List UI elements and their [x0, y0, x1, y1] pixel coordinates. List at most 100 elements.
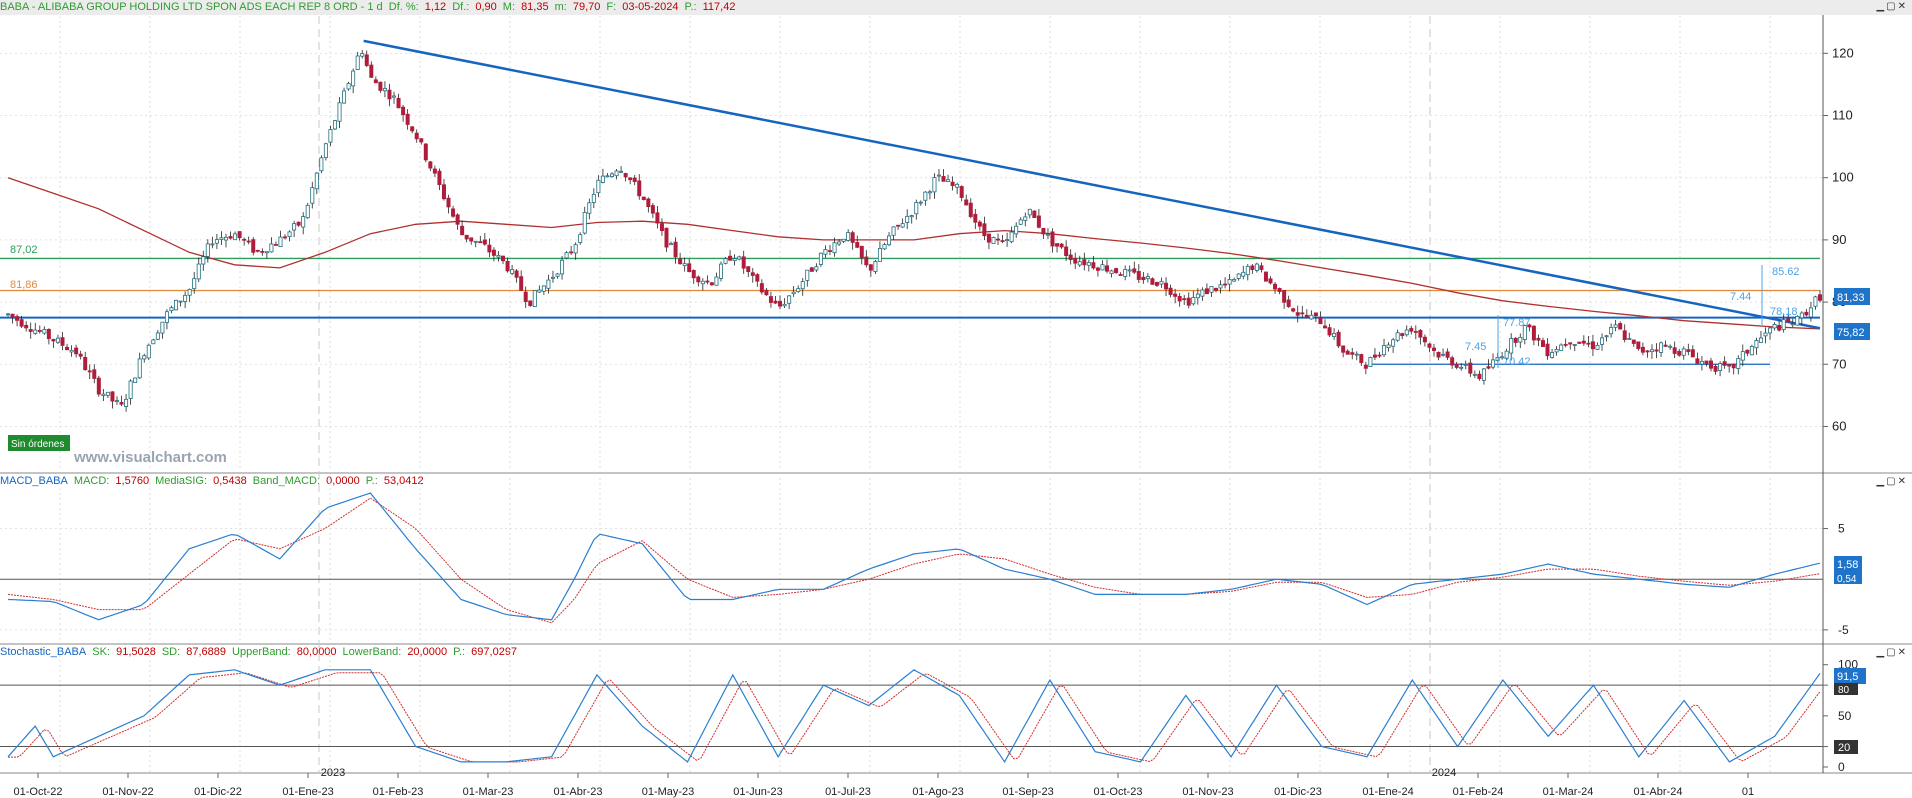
candle-body — [1736, 358, 1741, 369]
candle-body — [1277, 288, 1282, 292]
x-tick-label: 01-Ene-23 — [282, 786, 333, 798]
candle-body — [1718, 363, 1723, 371]
y-tick-label: 60 — [1832, 418, 1846, 433]
close-icon[interactable]: ✕ — [1897, 476, 1908, 487]
main-header-item-value: 03-05-2024 — [622, 1, 679, 13]
candle-body — [687, 263, 692, 272]
candle-body — [755, 274, 760, 282]
candle-body — [1613, 324, 1618, 328]
main-window-controls[interactable]: ▁▢✕ — [1876, 1, 1908, 12]
moving-average-line — [7, 177, 1821, 330]
candle-body — [1491, 359, 1496, 368]
close-icon[interactable]: ✕ — [1897, 647, 1908, 658]
candle-body — [573, 244, 578, 254]
restore-icon[interactable]: ▢ — [1886, 1, 1898, 12]
minimize-icon[interactable]: ▁ — [1876, 1, 1887, 12]
last-price-tag-bg — [1834, 288, 1870, 305]
candle-body — [832, 242, 837, 254]
candle-body — [1527, 324, 1532, 328]
candle-body — [523, 291, 528, 303]
candle-body — [1300, 312, 1305, 315]
candle-body — [137, 358, 142, 379]
candle-body — [659, 223, 664, 232]
candle-body — [555, 273, 560, 277]
minimize-icon[interactable]: ▁ — [1876, 647, 1887, 658]
candle-body — [1400, 333, 1405, 336]
candle-body — [682, 263, 687, 267]
candle-body — [283, 236, 288, 239]
restore-icon[interactable]: ▢ — [1886, 647, 1898, 658]
candle-body — [305, 204, 310, 219]
candle-body — [110, 391, 115, 402]
candle-body — [1513, 337, 1518, 343]
candle-body — [1790, 323, 1795, 326]
candle-body — [74, 347, 79, 355]
orange-level-label: 81,86 — [10, 279, 38, 291]
x-tick-label: 01-Dic-23 — [1274, 786, 1322, 798]
candle-body — [1173, 293, 1178, 297]
candle-body — [1150, 278, 1155, 285]
candle-body — [414, 132, 419, 140]
stoch-window-controls[interactable]: ▁▢✕ — [1876, 647, 1908, 658]
candle-body — [360, 53, 365, 57]
candle-body — [183, 294, 188, 302]
candle-body — [228, 236, 233, 239]
candle-body — [1581, 340, 1586, 344]
candle-body — [723, 258, 728, 264]
candle-body — [1368, 357, 1373, 367]
candle-body — [1382, 345, 1387, 356]
candle-body — [1100, 264, 1105, 271]
candle-body — [1668, 345, 1673, 348]
macd-tick-label: -5 — [1838, 623, 1849, 637]
x-tick-label: 01-Feb-24 — [1453, 786, 1504, 798]
candle-body — [1540, 340, 1545, 347]
candle-body — [705, 280, 710, 283]
candle-body — [1350, 352, 1355, 355]
stoch-tick-label: 0 — [1838, 760, 1845, 774]
macd-header-item: MACD: 1,5760 — [74, 475, 152, 487]
x-tick-label: 01-Abr-23 — [554, 786, 603, 798]
watermark: www.visualchart.com — [73, 449, 227, 466]
close-icon[interactable]: ✕ — [1897, 1, 1908, 12]
candle-body — [364, 54, 369, 66]
candle-body — [823, 249, 828, 255]
candle-body — [1781, 319, 1786, 330]
stoch-header: Stochastic_BABA SK: 91,5028 SD: 87,6889 Up… — [0, 645, 1912, 660]
candle-body — [1618, 323, 1623, 330]
candle-body — [92, 369, 97, 379]
stoch-header-item-label: SK: — [92, 646, 114, 658]
candle-body — [42, 329, 47, 334]
candle-body — [441, 184, 446, 200]
candle-body — [605, 175, 610, 178]
candle-body — [1000, 240, 1005, 242]
candle-body — [768, 296, 773, 303]
candle-body — [1245, 265, 1250, 276]
candle-body — [918, 201, 923, 204]
candle-body — [33, 329, 38, 334]
candle-body — [1740, 351, 1745, 361]
macd-header-item: P.: 53,0412 — [366, 475, 427, 487]
minimize-icon[interactable]: ▁ — [1876, 476, 1887, 487]
candle-body — [296, 221, 301, 226]
main-header-item-label: P.: — [684, 1, 700, 13]
green-level-label: 87,02 — [10, 244, 38, 256]
stoch-header-item-label: UpperBand: — [232, 646, 294, 658]
macd-window-controls[interactable]: ▁▢✕ — [1876, 476, 1908, 487]
candle-body — [1018, 219, 1023, 225]
macd-header-item-value: 0,0000 — [326, 475, 360, 487]
candle-body — [205, 243, 210, 257]
candle-body — [1699, 360, 1704, 365]
x-tick-label: 01-Oct-23 — [1094, 786, 1143, 798]
candle-body — [65, 346, 70, 351]
candle-body — [292, 223, 297, 231]
restore-icon[interactable]: ▢ — [1886, 476, 1898, 487]
candle-body — [219, 237, 224, 240]
candle-body — [1672, 347, 1677, 354]
x-tick-label: 01-Jun-23 — [733, 786, 783, 798]
stoch-sk-line — [7, 669, 1821, 764]
candle-body — [269, 243, 274, 253]
candle-body — [1009, 231, 1014, 243]
candle-body — [868, 264, 873, 271]
candle-body — [1223, 283, 1228, 286]
